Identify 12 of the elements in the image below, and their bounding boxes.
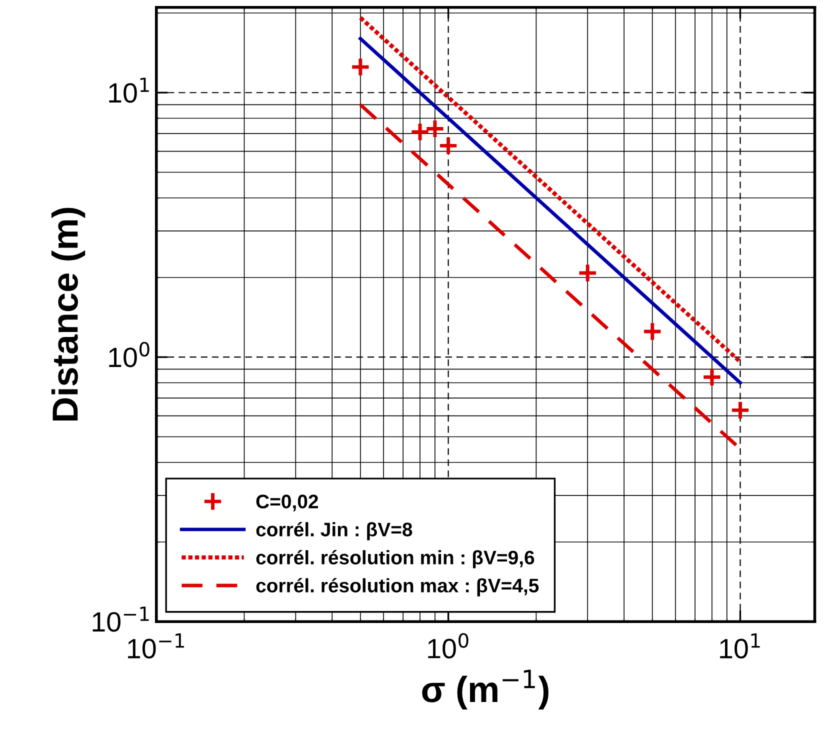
legend-label: corrél. résolution max : βV=4,5 (256, 578, 539, 596)
x-axis-title: σ (m$^{−1}$) (422, 670, 548, 710)
y-tick-label: 10$^{−1}$ (92, 606, 149, 632)
legend-label: corrél. résolution min : βV=9,6 (256, 550, 534, 568)
y-tick-label: 10$^{0}$ (109, 342, 150, 368)
x-tick-label: 10$^{−1}$ (128, 633, 184, 658)
y-axis-title: Distance (m) (51, 208, 86, 420)
y-tick-label: 10$^{1}$ (109, 78, 149, 103)
legend-label: C=0,02 (256, 494, 318, 512)
x-tick-label: 10$^{0}$ (428, 633, 468, 658)
legend-label: corrél. Jin : βV=8 (256, 522, 412, 540)
x-tick-label: 10$^{1}$ (720, 633, 760, 658)
